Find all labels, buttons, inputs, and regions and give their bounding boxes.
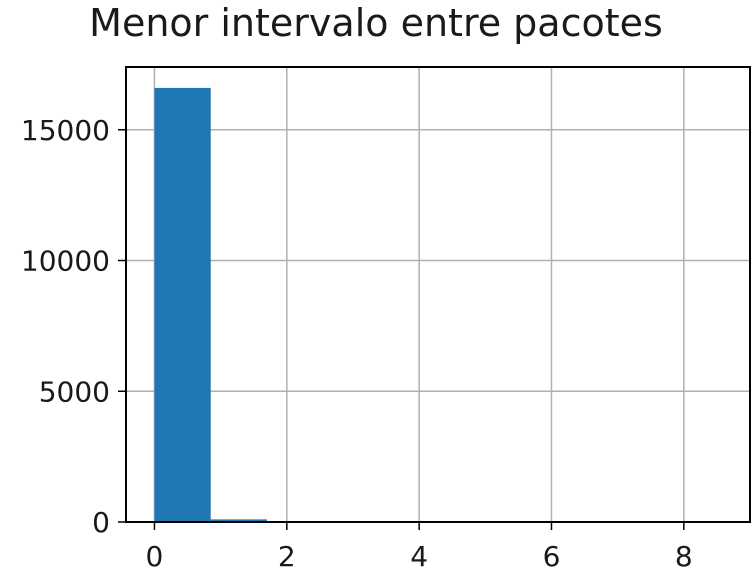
histogram-bar xyxy=(154,88,210,522)
x-tick-label: 8 xyxy=(675,540,693,572)
y-tick-label: 15000 xyxy=(21,114,110,147)
x-tick-label: 4 xyxy=(410,540,428,572)
y-axis-ticks: 0 5000 10000 15000 xyxy=(21,114,126,539)
y-tick-label: 0 xyxy=(92,506,110,539)
y-tick-label: 10000 xyxy=(21,245,110,278)
x-tick-label: 2 xyxy=(278,540,296,572)
chart-title: Menor intervalo entre pacotes xyxy=(89,1,663,45)
x-axis-ticks: 0 2 4 6 8 xyxy=(146,522,693,572)
grid-lines xyxy=(126,67,750,522)
x-tick-label: 0 xyxy=(146,540,164,572)
plot-frame xyxy=(126,67,750,522)
x-tick-label: 6 xyxy=(543,540,561,572)
y-tick-label: 5000 xyxy=(39,375,110,408)
bars xyxy=(154,88,716,522)
